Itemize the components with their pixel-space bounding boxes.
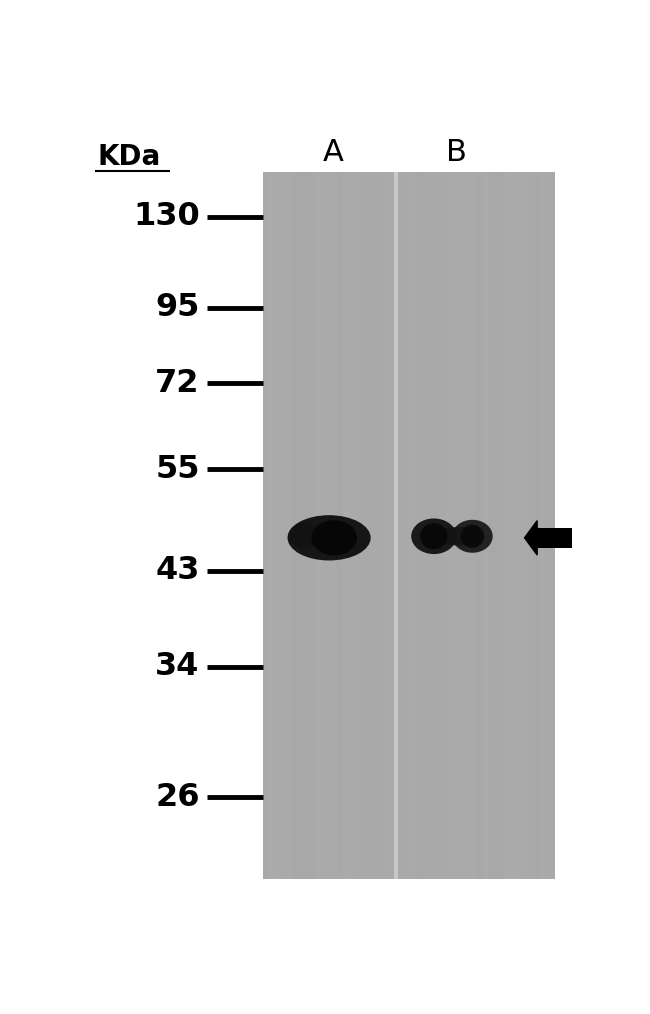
Bar <box>380 172 387 879</box>
Ellipse shape <box>420 523 448 550</box>
Bar <box>263 172 270 879</box>
Bar <box>547 172 554 879</box>
Bar <box>358 172 365 879</box>
Text: 130: 130 <box>133 202 200 232</box>
Bar <box>328 172 335 879</box>
Text: KDa: KDa <box>98 143 161 170</box>
Bar <box>365 172 372 879</box>
Bar <box>402 172 409 879</box>
Text: 43: 43 <box>155 555 200 586</box>
Bar <box>394 172 398 879</box>
Bar <box>314 172 321 879</box>
Text: 26: 26 <box>155 782 200 812</box>
Bar <box>270 172 277 879</box>
Bar <box>460 172 467 879</box>
Bar <box>350 172 358 879</box>
Bar <box>299 172 306 879</box>
Bar <box>438 172 445 879</box>
Text: 34: 34 <box>155 651 200 682</box>
Bar <box>533 172 540 879</box>
Ellipse shape <box>289 523 320 548</box>
Ellipse shape <box>311 520 357 556</box>
Ellipse shape <box>287 515 370 561</box>
Bar <box>445 172 452 879</box>
Bar <box>306 172 314 879</box>
Bar <box>482 172 489 879</box>
Ellipse shape <box>461 524 484 548</box>
Bar <box>292 172 299 879</box>
Bar <box>263 172 554 879</box>
Bar <box>430 172 438 879</box>
Bar <box>394 172 402 879</box>
Text: A: A <box>322 139 344 167</box>
Bar <box>511 172 518 879</box>
Bar <box>467 172 474 879</box>
Bar <box>537 527 573 548</box>
Bar <box>343 172 350 879</box>
Text: 72: 72 <box>155 368 200 399</box>
Bar <box>452 172 460 879</box>
Bar <box>277 172 285 879</box>
Bar <box>423 172 430 879</box>
Bar <box>372 172 380 879</box>
Bar <box>321 172 328 879</box>
Bar <box>526 172 533 879</box>
Bar <box>540 172 547 879</box>
Ellipse shape <box>411 518 456 554</box>
Bar <box>416 172 423 879</box>
Bar <box>409 172 416 879</box>
Bar <box>474 172 482 879</box>
Bar <box>489 172 497 879</box>
Text: 55: 55 <box>155 453 200 485</box>
Bar <box>387 172 394 879</box>
Bar <box>335 172 343 879</box>
Bar <box>285 172 292 879</box>
Text: B: B <box>446 139 467 167</box>
Polygon shape <box>525 520 537 555</box>
Bar <box>504 172 511 879</box>
Ellipse shape <box>452 520 493 553</box>
Bar <box>518 172 526 879</box>
Ellipse shape <box>434 527 484 546</box>
Bar <box>497 172 504 879</box>
Text: 95: 95 <box>155 292 200 323</box>
